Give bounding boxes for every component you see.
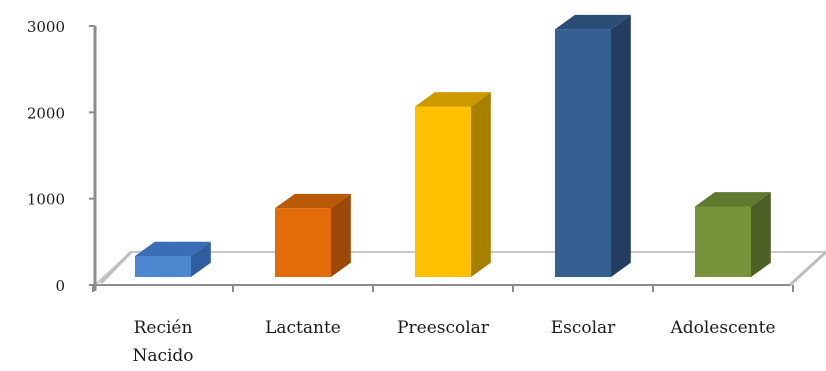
bar <box>695 192 771 277</box>
x-axis-labels: Recién Nacido Lactante Preescolar Escolar Ado… <box>132 318 775 366</box>
bar-front <box>695 206 751 277</box>
floor-left-edge <box>99 250 133 285</box>
x-tick-label: Recién Nacido <box>132 318 193 366</box>
x-tick-label: Adolescente <box>669 318 775 338</box>
bar-side <box>191 241 211 277</box>
bar-top <box>275 193 351 209</box>
bar-top <box>135 241 211 256</box>
bar-side <box>331 193 351 277</box>
bar-side <box>471 92 491 278</box>
bar <box>135 241 211 277</box>
y-axis: 0 1000 2000 3000 <box>27 18 794 295</box>
bar-front <box>415 106 471 277</box>
y-tick-label: 2000 <box>27 104 65 122</box>
y-tick-label: 1000 <box>27 191 65 209</box>
x-tick-label: Preescolar <box>397 318 490 338</box>
bar-side <box>751 192 771 277</box>
bar <box>275 193 351 277</box>
bar-front <box>135 256 191 277</box>
bar <box>415 92 491 278</box>
bar-top <box>415 92 491 107</box>
bar-front <box>275 208 331 277</box>
bar-side <box>611 14 631 278</box>
x-tick-label: Lactante <box>265 318 341 338</box>
bar-top <box>695 192 771 207</box>
y-tick-label: 3000 <box>27 18 65 36</box>
bar-series <box>135 14 771 278</box>
bar-front <box>555 29 611 278</box>
floor-right-edge <box>788 250 826 287</box>
bar <box>555 14 631 278</box>
y-tick-label: 0 <box>55 277 65 295</box>
bar-top <box>555 14 631 30</box>
x-tick-label: Escolar <box>551 318 616 338</box>
